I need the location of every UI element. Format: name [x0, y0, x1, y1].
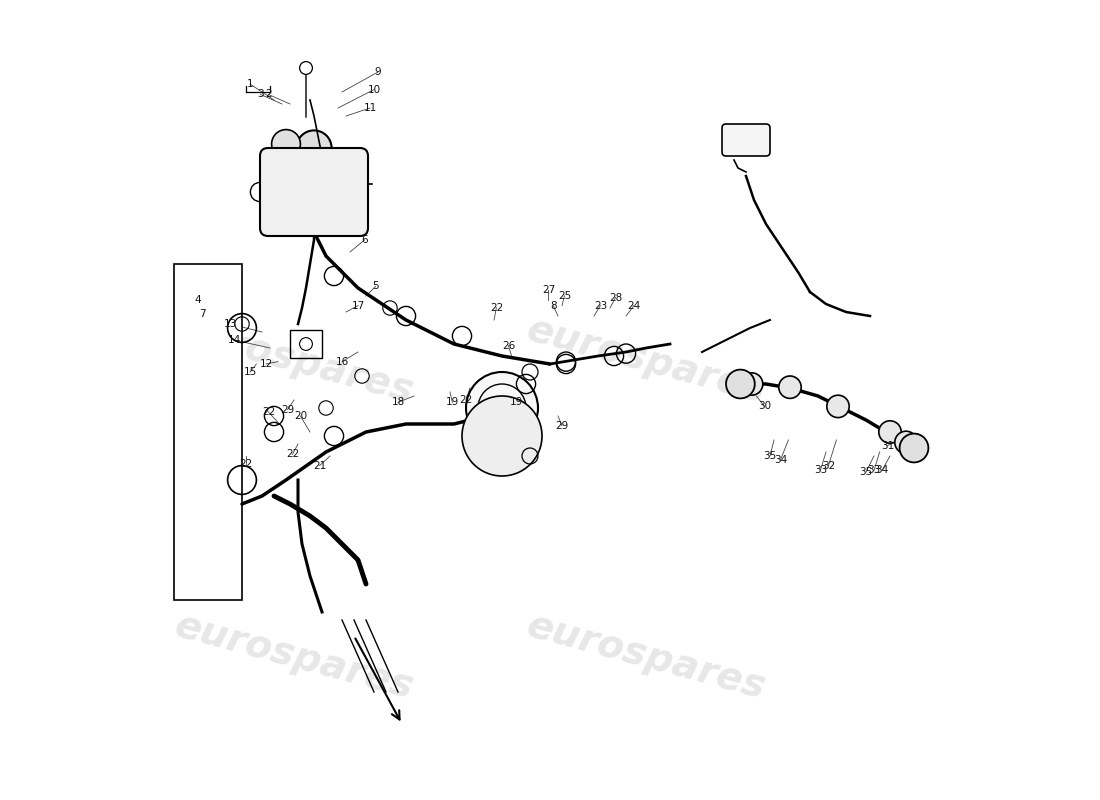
Text: 16: 16 — [336, 357, 349, 366]
Text: 12: 12 — [260, 359, 273, 369]
Text: 33: 33 — [814, 466, 827, 475]
Text: 15: 15 — [243, 367, 256, 377]
Text: 11: 11 — [363, 103, 376, 113]
Text: 3: 3 — [257, 90, 264, 99]
Text: eurospares: eurospares — [522, 606, 770, 706]
Text: 28: 28 — [609, 293, 623, 302]
Text: 26: 26 — [502, 341, 515, 350]
Text: eurospares: eurospares — [170, 606, 418, 706]
Text: 4: 4 — [195, 295, 201, 305]
Text: 32: 32 — [822, 461, 835, 470]
Text: 22: 22 — [490, 303, 503, 313]
Text: 27: 27 — [542, 285, 556, 294]
Text: 2: 2 — [265, 90, 272, 99]
Text: 21: 21 — [314, 461, 327, 470]
Text: 14: 14 — [228, 335, 241, 345]
Text: 7: 7 — [199, 310, 206, 319]
Text: 25: 25 — [558, 291, 571, 301]
Text: 20: 20 — [294, 411, 307, 421]
Text: 23: 23 — [594, 301, 607, 310]
Circle shape — [827, 395, 849, 418]
Circle shape — [894, 431, 917, 454]
Text: 6: 6 — [361, 235, 367, 245]
Text: 10: 10 — [367, 85, 381, 94]
Text: 22: 22 — [240, 459, 253, 469]
Text: 22: 22 — [262, 407, 275, 417]
Text: eurospares: eurospares — [522, 310, 770, 410]
Text: 8: 8 — [550, 301, 557, 310]
Text: 24: 24 — [627, 301, 640, 310]
Text: 9: 9 — [375, 67, 382, 77]
Text: 35: 35 — [859, 467, 872, 477]
FancyBboxPatch shape — [260, 148, 368, 236]
Circle shape — [900, 434, 928, 462]
FancyBboxPatch shape — [722, 124, 770, 156]
Text: 30: 30 — [758, 402, 771, 411]
Text: 19: 19 — [509, 397, 522, 406]
Circle shape — [296, 130, 331, 166]
Circle shape — [740, 373, 762, 395]
Circle shape — [462, 396, 542, 476]
Text: 17: 17 — [351, 301, 364, 310]
Text: 19: 19 — [446, 398, 459, 407]
Text: 34: 34 — [876, 466, 889, 475]
Text: 22: 22 — [460, 395, 473, 405]
Bar — [290, 330, 322, 358]
Text: 29: 29 — [556, 421, 569, 430]
Bar — [174, 264, 242, 600]
Circle shape — [779, 376, 801, 398]
Text: 1: 1 — [246, 79, 253, 89]
Text: 29: 29 — [280, 405, 294, 414]
Text: 31: 31 — [881, 441, 894, 450]
Circle shape — [272, 130, 300, 158]
Text: 22: 22 — [286, 450, 299, 459]
Text: 13: 13 — [223, 319, 236, 329]
Text: 35: 35 — [763, 451, 777, 461]
Circle shape — [726, 370, 755, 398]
Circle shape — [466, 372, 538, 444]
Text: eurospares: eurospares — [170, 310, 418, 410]
Text: 18: 18 — [392, 398, 405, 407]
Circle shape — [879, 421, 901, 443]
Text: 34: 34 — [773, 455, 786, 465]
Text: 33: 33 — [868, 466, 881, 475]
Text: 5: 5 — [372, 282, 378, 291]
